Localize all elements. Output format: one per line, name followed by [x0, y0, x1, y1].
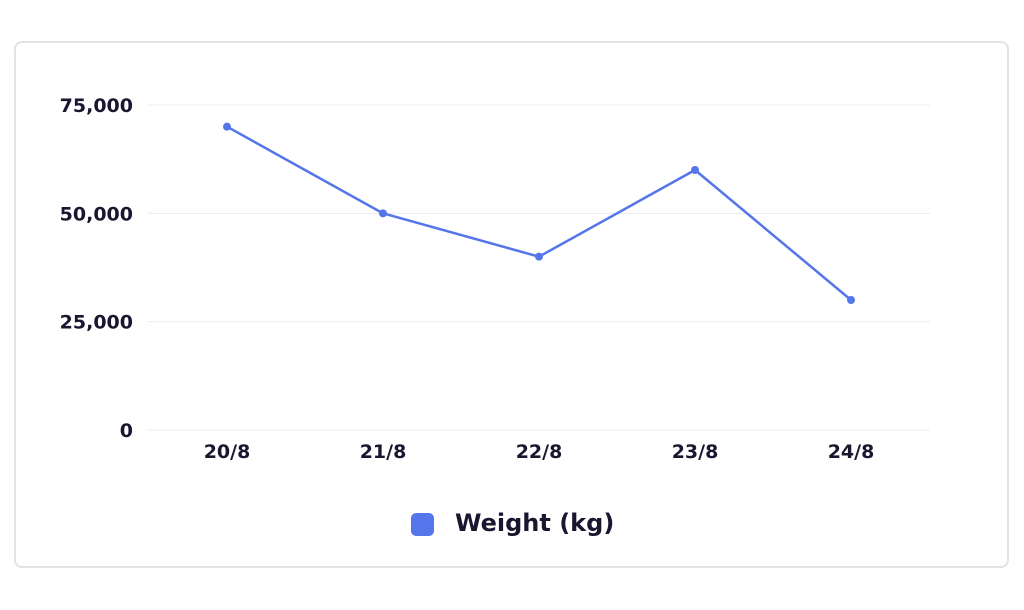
x-tick-label: 24/8	[828, 441, 875, 463]
x-tick-label: 23/8	[672, 441, 719, 463]
y-tick-label: 50,000	[60, 203, 133, 225]
legend-label: Weight (kg)	[455, 509, 614, 537]
y-tick-label: 25,000	[60, 312, 133, 334]
data-point[interactable]	[847, 296, 855, 304]
x-axis-ticks: 20/8 21/8 22/8 23/8 24/8	[204, 441, 875, 463]
y-axis-ticks: 0 25,000 50,000 75,000	[60, 95, 133, 442]
data-point[interactable]	[535, 252, 543, 261]
x-tick-label: 22/8	[516, 441, 563, 463]
data-point[interactable]	[379, 209, 387, 218]
legend: Weight (kg)	[411, 509, 614, 537]
series-weight	[223, 122, 855, 304]
x-tick-label: 20/8	[204, 441, 251, 463]
y-tick-label: 75,000	[60, 95, 133, 117]
legend-swatch[interactable]	[411, 513, 434, 536]
y-tick-label: 0	[120, 420, 133, 442]
x-tick-label: 21/8	[360, 441, 407, 463]
chart-card	[14, 41, 1009, 568]
data-point[interactable]	[691, 166, 699, 174]
gridlines	[148, 104, 930, 431]
data-point[interactable]	[223, 122, 231, 131]
